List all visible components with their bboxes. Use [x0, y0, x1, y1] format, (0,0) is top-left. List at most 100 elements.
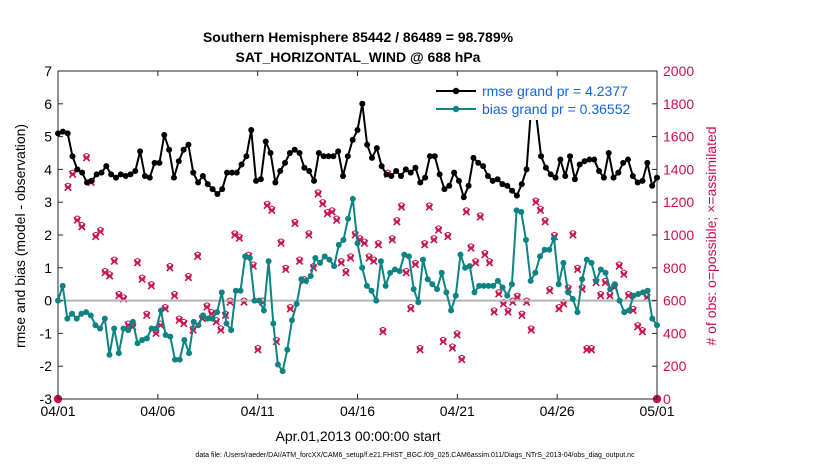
- bias-point: [101, 315, 108, 322]
- bias-point: [143, 335, 150, 342]
- obs-assimilated-marker: [180, 319, 188, 328]
- rmse-point: [610, 174, 617, 181]
- x-tick-label: 04/26: [540, 403, 575, 419]
- bias-point: [349, 195, 356, 202]
- obs-assimilated-marker: [596, 291, 605, 300]
- obs-assimilated-marker: [342, 268, 350, 277]
- bias-point: [630, 292, 637, 299]
- obs-assimilated-marker: [407, 305, 415, 313]
- rmse-point: [349, 136, 356, 143]
- obs-count-layer: [53, 153, 662, 404]
- bias-point: [167, 333, 174, 340]
- obs-assimilated-marker: [138, 275, 146, 284]
- bias-point: [597, 266, 604, 273]
- rmse-point: [373, 145, 380, 152]
- y2-tick-label: 800: [663, 260, 687, 276]
- obs-assimilated-marker: [369, 257, 378, 266]
- rmse-point: [513, 192, 520, 199]
- rmse-point: [291, 146, 298, 153]
- obs-assimilated-marker: [624, 291, 633, 300]
- bias-point: [504, 292, 511, 299]
- rmse-point: [426, 153, 433, 160]
- bias-point: [251, 297, 258, 304]
- bias-point: [625, 307, 632, 314]
- obs-assimilated-marker: [78, 223, 86, 231]
- rmse-point: [257, 176, 264, 183]
- obs-assimilated-marker: [490, 308, 498, 316]
- chart-title: Southern Hemisphere 85442 / 86489 = 98.7…: [203, 29, 514, 45]
- bias-point: [373, 297, 380, 304]
- obs-assimilated-marker: [82, 154, 91, 162]
- obs-assimilated-marker: [96, 227, 105, 236]
- bias-point: [73, 315, 80, 322]
- rmse-point: [195, 179, 202, 186]
- obs-assimilated-marker: [536, 206, 545, 215]
- rmse-point: [311, 177, 318, 184]
- rmse-point: [344, 153, 351, 160]
- obs-assimilated-marker: [235, 234, 244, 243]
- bias-point: [621, 309, 628, 316]
- rmse-point: [277, 168, 284, 175]
- bias-point: [480, 282, 487, 289]
- rmse-point: [368, 154, 375, 161]
- rmse-point: [649, 182, 656, 189]
- obs-assimilated-marker: [170, 291, 179, 300]
- obs-assimilated-marker: [332, 216, 341, 225]
- obs-assimilated-marker: [166, 264, 174, 272]
- bias-point: [186, 350, 193, 357]
- bias-point: [78, 310, 85, 317]
- obs-assimilated-marker: [184, 273, 193, 282]
- bias-point: [171, 356, 178, 363]
- bias-point: [448, 307, 455, 314]
- rmse-point: [185, 141, 192, 148]
- y-tick-label: -3: [40, 391, 53, 407]
- rmse-point: [137, 148, 144, 155]
- rmse-point: [639, 177, 646, 184]
- rmse-point: [431, 153, 438, 160]
- bias-point: [340, 236, 347, 243]
- legend-rmse-label: rmse grand pr = 4.2377: [482, 83, 628, 99]
- obs-assimilated-marker: [471, 259, 480, 267]
- bias-point: [246, 254, 253, 261]
- rmse-point: [571, 176, 578, 183]
- obs-assimilated-marker: [569, 231, 577, 239]
- bias-point: [69, 310, 76, 317]
- obs-assimilated-marker: [281, 265, 290, 274]
- bias-point: [654, 322, 660, 329]
- bias-point: [541, 246, 548, 253]
- rmse-point: [644, 159, 651, 166]
- bias-point: [401, 251, 408, 258]
- bias-point: [237, 287, 244, 294]
- rmse-point: [407, 169, 414, 176]
- bias-point: [270, 320, 277, 327]
- bias-point: [115, 350, 122, 357]
- bias-point: [588, 259, 595, 266]
- obs-assimilated-marker: [328, 208, 336, 216]
- rmse-point: [388, 172, 395, 179]
- bias-point: [574, 309, 581, 316]
- rmse-point: [59, 128, 66, 135]
- bias-point: [200, 312, 207, 319]
- rmse-point: [151, 159, 158, 166]
- obs-assimilated-marker: [346, 254, 355, 262]
- rmse-point: [581, 158, 588, 165]
- rmse-point: [354, 127, 361, 134]
- rmse-point: [282, 159, 289, 166]
- x-tick-label: 05/01: [639, 403, 674, 419]
- obs-assimilated-marker: [203, 303, 211, 311]
- bias-point: [293, 300, 300, 307]
- obs-assimilated-marker: [481, 250, 489, 259]
- y2-tick-label: 1600: [663, 129, 694, 145]
- bias-point: [181, 336, 188, 343]
- x-tick-label: 04/06: [140, 403, 175, 419]
- bias-point: [125, 327, 132, 334]
- rmse-point: [132, 168, 139, 175]
- y-tick-label: 3: [44, 194, 52, 210]
- rmse-point: [364, 141, 371, 148]
- rmse-point: [296, 150, 303, 156]
- obs-assimilated-marker: [504, 308, 512, 316]
- rmse-point: [190, 169, 197, 176]
- obs-assimilated-marker: [291, 219, 299, 228]
- obs-assimilated-marker: [110, 257, 119, 266]
